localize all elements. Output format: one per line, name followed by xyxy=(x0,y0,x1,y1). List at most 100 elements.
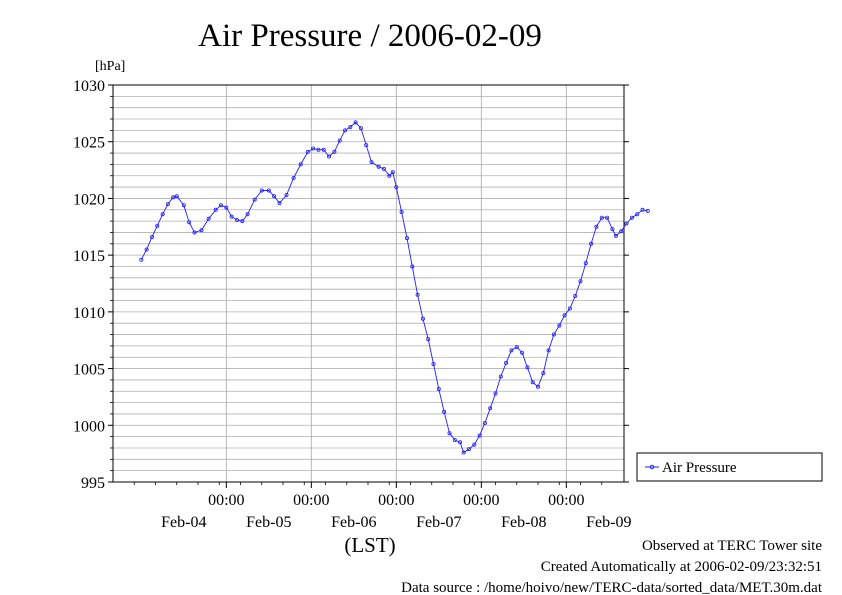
data-point xyxy=(514,344,519,349)
data-point xyxy=(181,203,186,208)
data-point xyxy=(573,293,578,298)
data-point xyxy=(369,160,374,165)
data-point xyxy=(599,215,604,220)
data-point xyxy=(589,241,594,246)
data-point xyxy=(509,348,514,353)
x-date-label: Feb-08 xyxy=(501,514,546,531)
data-point xyxy=(199,228,204,233)
data-point xyxy=(619,229,624,234)
data-point xyxy=(420,316,425,321)
data-point xyxy=(629,215,634,220)
data-point xyxy=(482,420,487,425)
x-date-label: Feb-09 xyxy=(586,514,631,531)
data-point xyxy=(364,143,369,148)
data-point xyxy=(613,233,618,238)
data-point xyxy=(252,197,257,202)
data-point xyxy=(399,209,404,214)
y-tick-label: 1005 xyxy=(73,362,105,379)
x-date-label: Feb-04 xyxy=(161,514,206,531)
y-tick-label: 1025 xyxy=(73,135,105,152)
data-point xyxy=(387,173,392,178)
footer-source: Data source : /home/hoivo/new/TERC-data/… xyxy=(401,580,823,595)
data-point xyxy=(426,337,431,342)
data-point xyxy=(504,360,509,365)
legend-box xyxy=(636,452,823,482)
grid xyxy=(113,85,624,482)
data-point xyxy=(259,188,264,193)
y-tick-label: 1030 xyxy=(73,78,105,95)
data-point xyxy=(298,162,303,167)
x-tick-label: 00:00 xyxy=(378,492,414,509)
data-point xyxy=(218,203,223,208)
x-axis-label: (LST) xyxy=(344,533,395,557)
x-tick-label: 00:00 xyxy=(548,492,584,509)
data-point xyxy=(431,361,436,366)
y-axis-unit: [hPa] xyxy=(95,59,125,74)
data-point xyxy=(635,212,640,217)
data-point xyxy=(376,164,381,169)
y-tick-label: 1000 xyxy=(73,418,105,435)
data-point xyxy=(436,386,441,391)
y-tick-label: 1010 xyxy=(73,305,105,322)
data-point xyxy=(337,138,342,143)
data-point xyxy=(213,207,218,212)
data-point xyxy=(342,128,347,133)
data-point xyxy=(557,323,562,328)
data-point xyxy=(144,247,149,252)
x-date-label: Feb-06 xyxy=(331,514,376,531)
data-point xyxy=(530,380,535,385)
footer-observed: Observed at TERC Tower site xyxy=(642,538,822,554)
data-point xyxy=(551,332,556,337)
data-point xyxy=(266,188,271,193)
data-point xyxy=(272,194,277,199)
data-point xyxy=(624,221,629,226)
footer-created: Created Automatically at 2006-02-09/23:3… xyxy=(541,559,822,575)
data-point xyxy=(415,292,420,297)
data-point xyxy=(149,234,154,239)
data-point xyxy=(493,391,498,396)
data-point xyxy=(404,236,409,241)
x-tick-label: 00:00 xyxy=(208,492,244,509)
legend-label: Air Pressure xyxy=(662,460,737,476)
y-tick-label: 1015 xyxy=(73,248,105,265)
data-point xyxy=(206,216,211,221)
data-point xyxy=(165,202,170,207)
legend: Air Pressure xyxy=(636,452,823,482)
y-axis: 995 1000 1005 1010 1015 1020 1025 1030 xyxy=(73,78,629,492)
data-point xyxy=(452,437,457,442)
data-point xyxy=(447,431,452,436)
data-point xyxy=(394,185,399,190)
data-point xyxy=(546,348,551,353)
y-tick-label: 995 xyxy=(81,475,105,492)
data-point xyxy=(594,224,599,229)
data-point xyxy=(578,279,583,284)
data-point xyxy=(277,200,282,205)
data-point xyxy=(139,257,144,262)
chart-title: Air Pressure / 2006-02-09 xyxy=(198,18,542,54)
data-point xyxy=(245,212,250,217)
data-point xyxy=(605,215,610,220)
data-point xyxy=(187,220,192,225)
x-date-label: Feb-07 xyxy=(416,514,461,531)
data-point xyxy=(155,223,160,228)
data-point xyxy=(645,208,650,213)
data-point xyxy=(240,219,245,224)
data-point xyxy=(229,214,234,219)
data-point xyxy=(442,409,447,414)
data-point xyxy=(498,374,503,379)
data-point xyxy=(567,306,572,311)
data-point xyxy=(458,440,463,445)
data-point xyxy=(305,149,310,154)
x-date-label: Feb-05 xyxy=(246,514,291,531)
data-point xyxy=(541,371,546,376)
data-point xyxy=(381,166,386,171)
data-point xyxy=(234,217,239,222)
data-point xyxy=(520,350,525,355)
data-point xyxy=(160,212,165,217)
data-point xyxy=(562,313,567,318)
x-tick-label: 00:00 xyxy=(293,492,329,509)
data-point xyxy=(472,442,477,447)
series-line xyxy=(140,121,648,454)
